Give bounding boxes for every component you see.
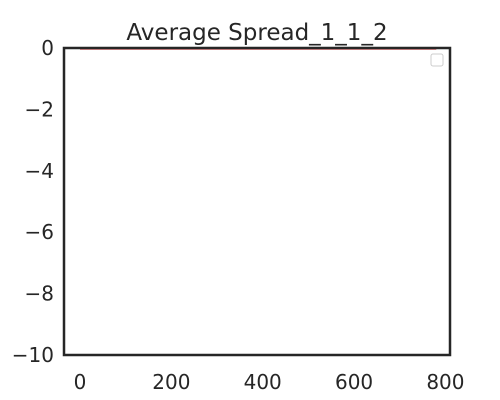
x-tick-label: 400 (244, 370, 282, 394)
y-tick-label: −10 (12, 343, 54, 367)
x-tick-label: 0 (74, 370, 87, 394)
plot-frame (62, 46, 452, 357)
y-tick-label: 0 (41, 36, 54, 60)
y-tick-label: −2 (25, 97, 54, 121)
x-axis: 0 200 400 600 800 (74, 370, 465, 394)
legend-box (430, 53, 444, 67)
chart-title: Average Spread_1_1_2 (126, 20, 387, 46)
y-tick-label: −8 (25, 282, 54, 306)
x-tick-label: 200 (152, 370, 190, 394)
x-tick-label: 600 (335, 370, 373, 394)
y-tick-label: −4 (25, 159, 54, 183)
legend (430, 53, 444, 67)
y-tick-label: −6 (25, 220, 54, 244)
x-tick-label: 800 (426, 370, 464, 394)
y-axis: 0 −2 −4 −6 −8 −10 (12, 36, 54, 367)
